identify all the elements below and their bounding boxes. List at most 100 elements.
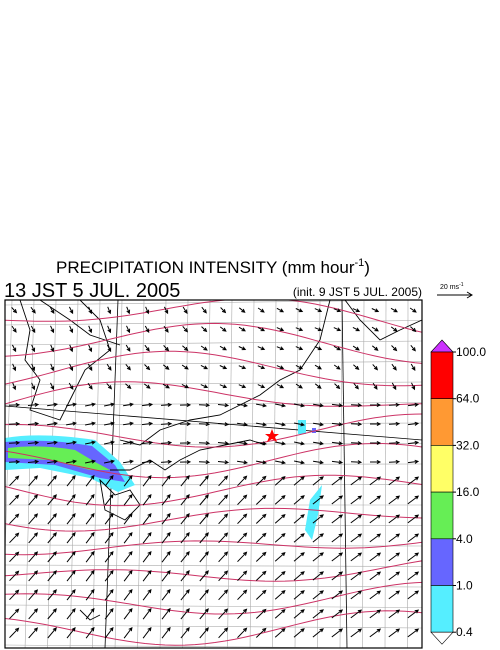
wind-arrow (410, 344, 416, 352)
wind-arrow (388, 628, 401, 638)
wind-arrow (313, 422, 324, 427)
wind-arrow (50, 325, 55, 334)
wind-arrow (69, 363, 74, 372)
wind-arrow (238, 384, 247, 389)
wind-arrow (199, 551, 209, 563)
colorbar-label: 16.0 (456, 485, 480, 499)
title-exponent: -1 (355, 257, 365, 269)
wind-arrow (142, 588, 152, 601)
wind-arrow (199, 513, 209, 525)
wind-arrow (28, 570, 39, 582)
grid-line (5, 584, 422, 588)
wind-arrow (85, 421, 96, 426)
wind-arrow (199, 570, 209, 582)
wind-arrow (369, 590, 382, 600)
grid-line (5, 604, 422, 608)
wind-arrow (160, 402, 173, 407)
wind-arrow (9, 627, 20, 639)
wind-arrow (369, 495, 382, 505)
wind-arrow (123, 512, 133, 525)
wind-arrow (104, 550, 114, 563)
grid-line (5, 624, 422, 629)
wind-arrow (407, 609, 420, 619)
wind-arrow (161, 569, 171, 582)
grid-line (5, 300, 13, 569)
colorbar-segment (430, 491, 454, 540)
wind-arrow (388, 421, 401, 426)
wind-arrow (199, 532, 209, 544)
grid-line (362, 300, 365, 648)
wind-arrow (163, 325, 169, 333)
wind-arrow (371, 326, 379, 332)
wind-arrow (218, 589, 229, 601)
wind-arrow (256, 441, 267, 446)
wind-arrow (295, 383, 303, 389)
wind-arrow (388, 459, 401, 464)
grid-line (204, 300, 211, 648)
wind-arrow (12, 363, 17, 372)
wind-arrow (66, 570, 76, 582)
wind-arrow (255, 475, 267, 486)
wind-arrow (9, 608, 20, 620)
wind-arrow (85, 474, 95, 487)
wind-arrow (28, 589, 39, 601)
vector-scale-exponent: -1 (459, 282, 464, 288)
colorbar-segment (430, 351, 454, 400)
wind-arrow (237, 475, 248, 487)
wind-arrow (255, 608, 267, 619)
grid-line (249, 300, 255, 648)
wind-arrow (85, 531, 95, 544)
wind-arrow (66, 627, 76, 639)
wind-arrow (388, 552, 401, 562)
wind-arrow (353, 382, 359, 390)
wind-arrow (372, 382, 378, 390)
wind-arrow (350, 495, 363, 505)
wind-arrow (274, 532, 286, 543)
wind-arrow (350, 460, 363, 465)
wind-arrow (293, 476, 305, 486)
wind-arrow (180, 513, 190, 525)
wind-arrow (30, 325, 36, 334)
grid-line (5, 544, 422, 547)
wind-arrow (407, 459, 420, 464)
wind-arrow (85, 440, 96, 445)
wind-arrow (28, 551, 39, 563)
wind-arrow (331, 590, 344, 600)
colorbar-under (430, 631, 454, 645)
wind-arrow (350, 609, 363, 619)
wind-arrow (161, 493, 171, 506)
rain-area (312, 428, 316, 433)
wind-arrow (199, 494, 209, 506)
wind-arrow (350, 590, 363, 600)
wind-arrow (27, 440, 40, 445)
wind-arrow (219, 384, 228, 389)
wind-arrow (142, 493, 152, 506)
wind-arrow (9, 513, 20, 525)
wind-arrow (182, 345, 189, 352)
wind-arrow (66, 402, 77, 407)
grid-line (182, 300, 189, 648)
wind-arrow (161, 626, 171, 639)
wind-arrow (331, 609, 344, 619)
wind-arrow (294, 403, 305, 408)
wind-arrow (237, 441, 248, 446)
wind-arrow (275, 403, 286, 408)
wind-arrow (256, 403, 267, 408)
wind-arrow (313, 441, 324, 446)
wind-arrow (179, 421, 192, 427)
title-close: ) (364, 258, 370, 277)
wind-arrow (141, 459, 154, 464)
wind-arrow (104, 626, 114, 639)
wind-arrow (107, 325, 112, 334)
wind-arrow (163, 345, 170, 352)
wind-arrow (391, 363, 397, 371)
wind-arrow (295, 364, 304, 370)
wind-arrow (388, 440, 401, 445)
wind-arrow (182, 306, 188, 314)
wind-arrow (161, 607, 171, 620)
wind-arrow (160, 459, 173, 464)
wind-arrow (370, 402, 382, 408)
wind-arrow (238, 307, 246, 313)
wind-arrow (388, 590, 401, 600)
colorbar: 100.0 64.0 32.0 16.0 4.0 1.0 0.4 (430, 339, 486, 645)
